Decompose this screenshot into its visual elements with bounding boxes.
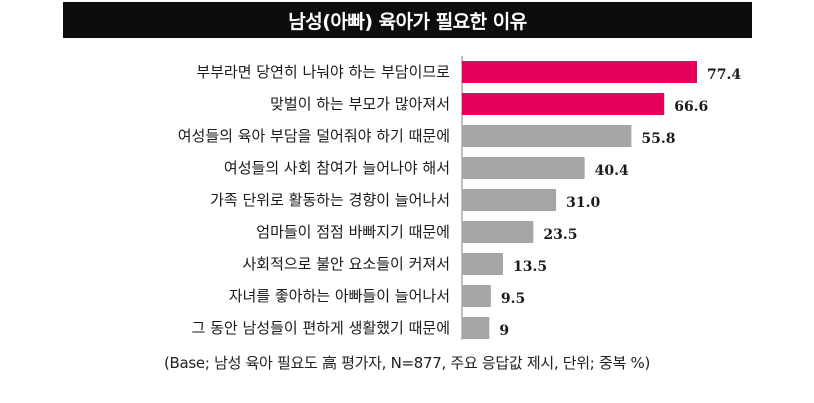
- value-label-6: 23.5: [543, 227, 577, 243]
- bar-1: [462, 61, 697, 83]
- category-label-6: 엄마들이 점점 바빠지기 때문에: [256, 223, 450, 241]
- bar-7: [462, 253, 503, 275]
- value-label-5: 31.0: [566, 195, 600, 211]
- bar-8: [462, 285, 491, 307]
- category-label-4: 여성들의 사회 참여가 늘어나야 해서: [224, 159, 450, 177]
- chart-title: 남성(아빠) 육아가 필요한 이유: [63, 2, 752, 38]
- value-label-4: 40.4: [595, 163, 629, 179]
- value-label-3: 55.8: [641, 131, 675, 147]
- category-label-3: 여성들의 육아 부담을 덜어줘야 하기 때문에: [178, 127, 450, 145]
- bar-4: [462, 157, 585, 179]
- category-label-1: 부부라면 당연히 나눠야 하는 부담이므로: [196, 63, 450, 81]
- value-label-9: 9: [499, 323, 509, 339]
- bar-6: [462, 221, 534, 243]
- value-label-8: 9.5: [501, 291, 525, 307]
- bar-chart: 부부라면 당연히 나눠야 하는 부담이므로 77.4 맞벌이 하는 부모가 많아져서…: [178, 56, 741, 340]
- bar-3: [462, 125, 632, 147]
- category-label-2: 맞벌이 하는 부모가 많아져서: [270, 95, 450, 113]
- category-label-7: 사회적으로 불안 요소들이 커져서: [242, 255, 450, 273]
- value-label-2: 66.6: [674, 99, 708, 115]
- bar-2: [462, 93, 665, 115]
- category-label-5: 가족 단위로 활동하는 경향이 늘어나서: [210, 191, 450, 209]
- chart-footnote: (Base; 남성 육아 필요도 高 평가자, N=877, 주요 응답값 제시…: [163, 354, 651, 372]
- bar-9: [462, 317, 490, 339]
- value-label-1: 77.4: [707, 67, 741, 83]
- value-label-7: 13.5: [513, 259, 547, 275]
- bar-5: [462, 189, 557, 211]
- category-label-8: 자녀를 좋아하는 아빠들이 늘어나서: [229, 287, 450, 305]
- category-label-9: 그 동안 남성들이 편하게 생활했기 때문에: [192, 319, 450, 337]
